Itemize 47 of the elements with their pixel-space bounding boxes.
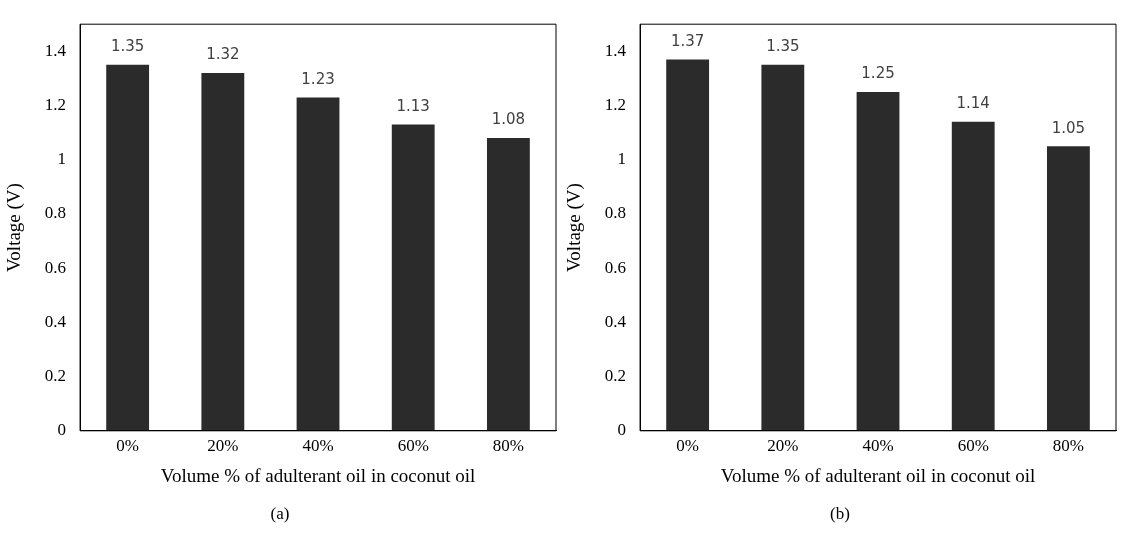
y-tick-label: 0.8 (604, 203, 627, 223)
data-label: 1.08 (491, 110, 526, 129)
x-tick-label: 80% (492, 436, 524, 456)
y-axis-title: Voltage (V) (563, 183, 586, 272)
x-axis-title: Volume % of adulterant oil in coconut oil (720, 464, 1036, 486)
x-axis-title: Volume % of adulterant oil in coconut oil (160, 464, 476, 486)
y-tick-label: 1.2 (44, 94, 67, 114)
x-tick-label: 80% (1052, 436, 1084, 456)
y-tick-label: 0.2 (44, 366, 67, 386)
data-label: 1.05 (1051, 118, 1086, 137)
data-label: 1.35 (766, 37, 800, 56)
x-tick-label: 60% (957, 436, 989, 456)
x-tick-label: 20% (207, 436, 239, 456)
bar (951, 121, 995, 431)
data-label: 1.37 (670, 31, 705, 50)
y-axis-title: Voltage (V) (3, 183, 26, 272)
x-tick-label: 0% (116, 436, 139, 456)
bar (856, 91, 900, 431)
text: (b) (829, 504, 851, 524)
x-tick-label: 60% (397, 436, 429, 456)
y-tick-label: 0.2 (604, 366, 627, 386)
y-tick-label: 1.2 (604, 94, 627, 114)
y-tick-label: 0.8 (44, 203, 67, 223)
bar (761, 64, 805, 431)
bar (666, 59, 710, 431)
bar (1046, 146, 1090, 431)
x-tick-label: 40% (302, 436, 334, 456)
data-label: 1.13 (396, 96, 430, 115)
data-label: 1.23 (301, 69, 335, 88)
data-label: 1.32 (206, 45, 240, 64)
y-tick-label: 0.4 (604, 311, 627, 331)
y-tick-label: 0 (57, 420, 67, 440)
data-label: 1.25 (861, 64, 895, 83)
y-tick-label: 0.4 (44, 311, 67, 331)
y-tick-label: 0.6 (604, 257, 627, 277)
data-label: 1.35 (110, 37, 145, 56)
x-tick-label: 0% (676, 436, 699, 456)
y-tick-label: 0.6 (44, 257, 67, 277)
data-label: 1.14 (956, 94, 990, 113)
y-tick-label: 1 (57, 149, 67, 169)
y-tick-label: 0 (617, 420, 627, 440)
y-tick-label: 1 (617, 149, 627, 169)
x-tick-label: 40% (862, 436, 894, 456)
y-tick-label: 1.4 (604, 40, 627, 60)
x-tick-label: 20% (767, 436, 799, 456)
y-tick-label: 1.4 (44, 40, 67, 60)
text: (a) (269, 504, 291, 524)
